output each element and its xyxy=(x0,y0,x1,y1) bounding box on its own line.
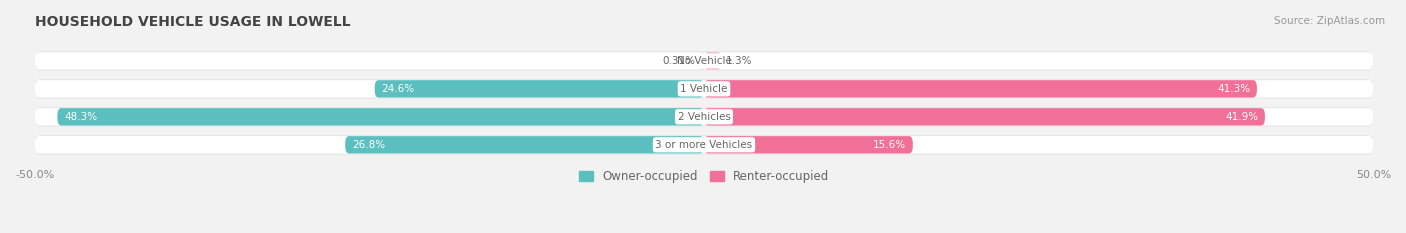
FancyBboxPatch shape xyxy=(35,136,1374,154)
Text: 15.6%: 15.6% xyxy=(873,140,905,150)
FancyBboxPatch shape xyxy=(704,52,721,69)
Text: Source: ZipAtlas.com: Source: ZipAtlas.com xyxy=(1274,16,1385,26)
FancyBboxPatch shape xyxy=(58,108,704,126)
FancyBboxPatch shape xyxy=(35,135,1374,155)
FancyBboxPatch shape xyxy=(704,80,1257,98)
Text: 41.9%: 41.9% xyxy=(1225,112,1258,122)
Legend: Owner-occupied, Renter-occupied: Owner-occupied, Renter-occupied xyxy=(574,165,834,188)
Text: 1 Vehicle: 1 Vehicle xyxy=(681,84,728,94)
FancyBboxPatch shape xyxy=(374,80,704,98)
FancyBboxPatch shape xyxy=(700,52,704,69)
Text: 41.3%: 41.3% xyxy=(1218,84,1250,94)
Text: 3 or more Vehicles: 3 or more Vehicles xyxy=(655,140,752,150)
Text: 0.31%: 0.31% xyxy=(662,56,696,66)
Text: HOUSEHOLD VEHICLE USAGE IN LOWELL: HOUSEHOLD VEHICLE USAGE IN LOWELL xyxy=(35,15,350,29)
FancyBboxPatch shape xyxy=(346,136,704,154)
Text: 2 Vehicles: 2 Vehicles xyxy=(678,112,731,122)
FancyBboxPatch shape xyxy=(704,108,1265,126)
Text: 1.3%: 1.3% xyxy=(725,56,752,66)
FancyBboxPatch shape xyxy=(35,108,1374,126)
FancyBboxPatch shape xyxy=(35,79,1374,99)
Text: 24.6%: 24.6% xyxy=(381,84,415,94)
FancyBboxPatch shape xyxy=(35,51,1374,71)
FancyBboxPatch shape xyxy=(35,52,1374,69)
FancyBboxPatch shape xyxy=(35,80,1374,98)
Text: 48.3%: 48.3% xyxy=(65,112,97,122)
Text: 26.8%: 26.8% xyxy=(352,140,385,150)
FancyBboxPatch shape xyxy=(704,136,912,154)
FancyBboxPatch shape xyxy=(35,107,1374,127)
Text: No Vehicle: No Vehicle xyxy=(676,56,731,66)
